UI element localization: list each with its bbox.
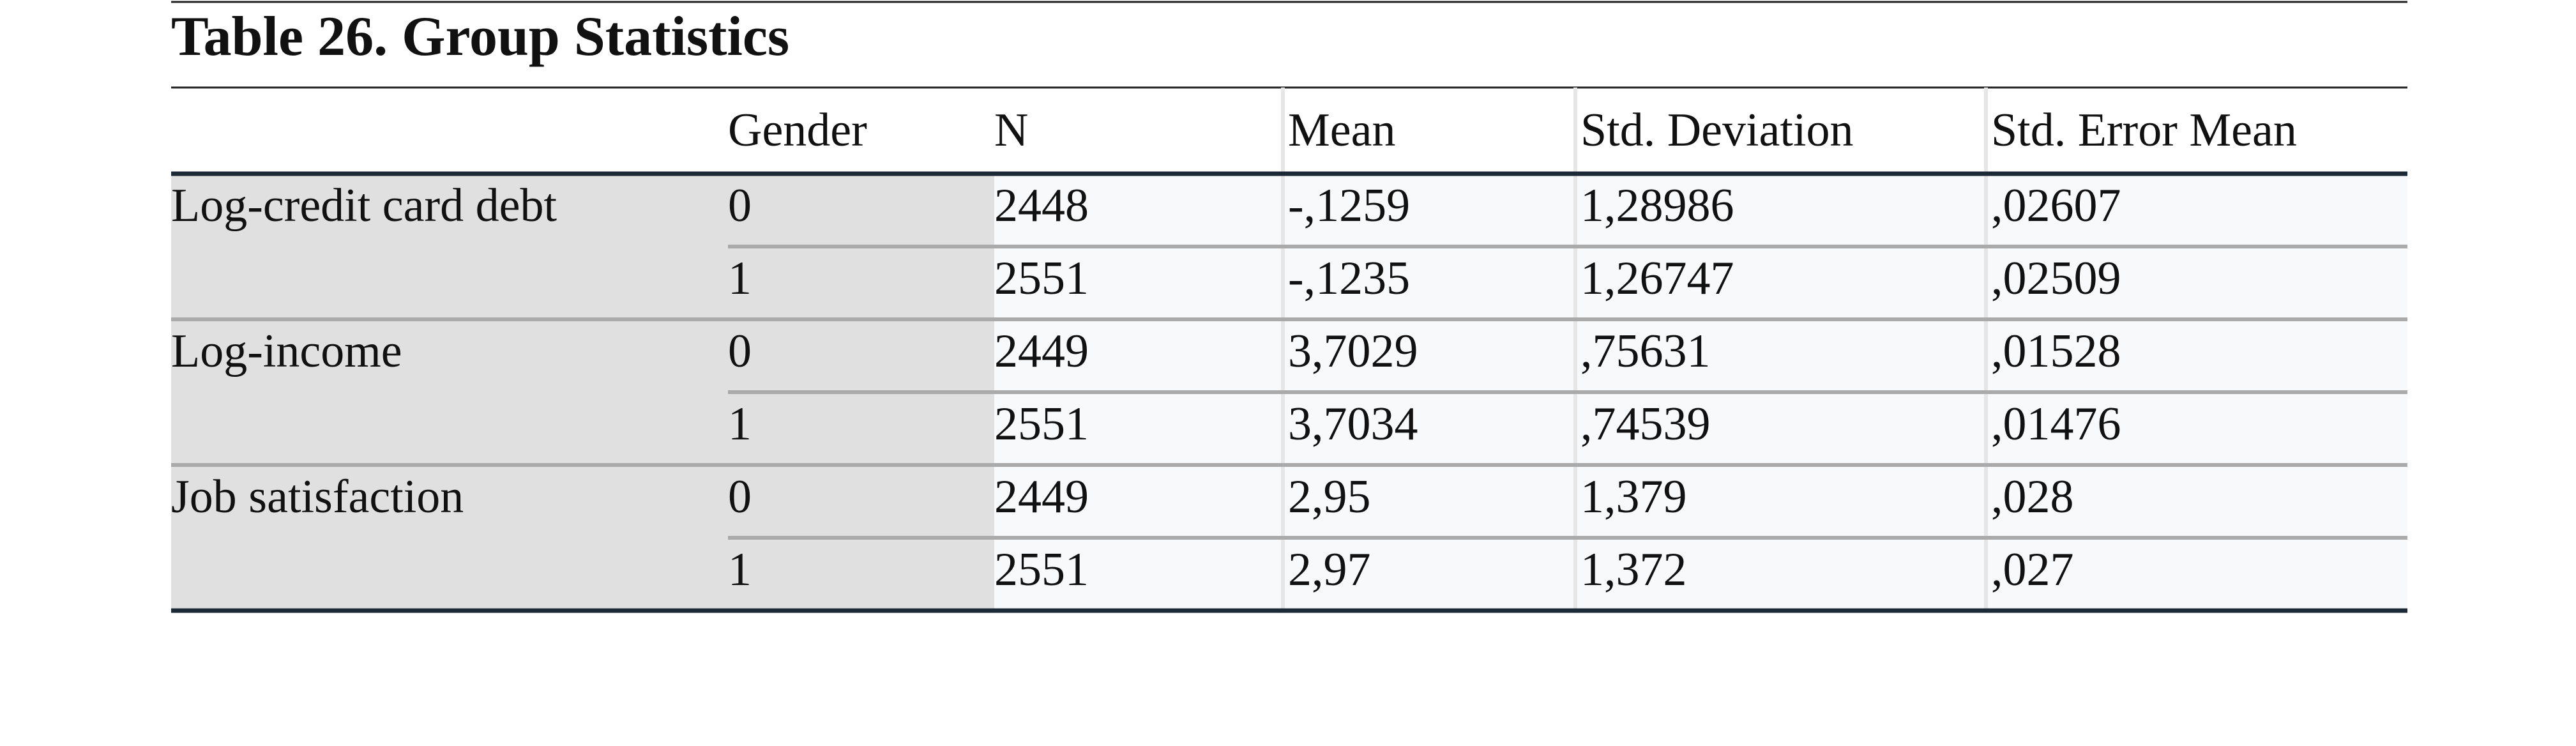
cell: 2448 — [994, 179, 1089, 232]
row-label: Log-income — [171, 325, 402, 377]
cell: -,1259 — [1288, 179, 1410, 232]
cell: 0 — [728, 179, 752, 232]
cell: ,75631 — [1580, 325, 1711, 377]
cell: 2,97 — [1288, 544, 1371, 596]
column-header: Std. Deviation — [1580, 104, 1854, 156]
row-label: Log-credit card debt — [171, 179, 557, 232]
table-title: Table 26. Group Statistics — [171, 6, 789, 68]
cell: 0 — [728, 471, 752, 523]
cell: 2449 — [994, 325, 1089, 377]
cell: -,1235 — [1288, 252, 1410, 305]
cell: 3,7034 — [1288, 398, 1418, 450]
cell: ,01528 — [1991, 325, 2121, 377]
cell: 2551 — [994, 398, 1089, 450]
cell: ,74539 — [1580, 398, 1711, 450]
cell: ,02607 — [1991, 179, 2121, 232]
cell: 1 — [728, 252, 752, 305]
cell: 2551 — [994, 544, 1089, 596]
cell: 1,372 — [1580, 544, 1687, 596]
cell: ,027 — [1991, 544, 2074, 596]
cell: ,02509 — [1991, 252, 2121, 305]
cell: ,028 — [1991, 471, 2074, 523]
cell: 2,95 — [1288, 471, 1371, 523]
column-header: N — [994, 104, 1028, 156]
column-header: Std. Error Mean — [1991, 104, 2297, 156]
cell: 1 — [728, 398, 752, 450]
cell: ,01476 — [1991, 398, 2121, 450]
cell: 3,7029 — [1288, 325, 1418, 377]
column-header: Mean — [1288, 104, 1396, 156]
cell: 1,26747 — [1580, 252, 1734, 305]
cell: 1 — [728, 544, 752, 596]
cell: 0 — [728, 325, 752, 377]
row-label: Job satisfaction — [171, 471, 464, 523]
cell: 2449 — [994, 471, 1089, 523]
cell: 1,379 — [1580, 471, 1687, 523]
column-header: Gender — [728, 104, 867, 156]
cell: 2551 — [994, 252, 1089, 305]
cell: 1,28986 — [1580, 179, 1734, 232]
